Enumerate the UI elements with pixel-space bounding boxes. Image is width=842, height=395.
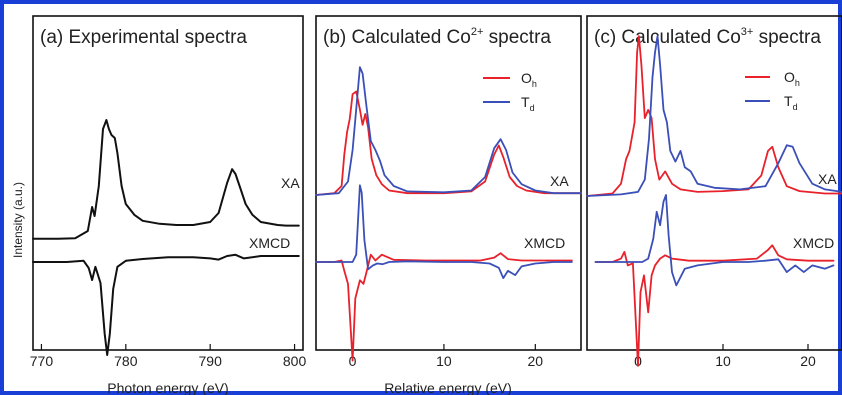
panel-c-title-main: (c) Calculated Co — [594, 27, 741, 48]
panel-a: (a) Experimental spectra XA XMCD Photon … — [30, 15, 307, 395]
panel-b-legend-td-main: T — [521, 94, 530, 110]
panel-b-series-td-xmcd — [315, 184, 573, 280]
panel-c-title-end: spectra — [753, 27, 821, 48]
panel-c-xmcd-label: XMCD — [793, 235, 834, 251]
panel-a-series-xmcd — [32, 253, 300, 356]
panel-c-series-td-xa — [586, 35, 842, 197]
panel-c-title: (c) Calculated Co3+ spectra — [594, 26, 821, 48]
panel-b-legend-oh-main: O — [521, 70, 532, 86]
panel-b-xlabel: Relative energy (eV) — [384, 380, 512, 395]
panel-c-xtick-label-2: 20 — [800, 353, 816, 369]
panel-c-series-td-xmcd — [594, 194, 835, 287]
panel-b-series-td-xa — [315, 66, 582, 196]
panel-b-plot: 0 10 20 — [315, 66, 582, 369]
panel-a-xtick-label-2: 790 — [199, 353, 223, 369]
panel-c-title-sup: 3+ — [741, 26, 754, 38]
panel-b-title-sup: 2+ — [471, 26, 484, 38]
panel-b-legend-oh: Oh — [521, 70, 537, 89]
panel-a-xtick-label-0: 770 — [30, 353, 54, 369]
panel-a-xtick-label-1: 780 — [114, 353, 138, 369]
panel-a-plot: 770 780 790 800 — [30, 119, 307, 369]
panel-c-series-oh-xa — [586, 35, 842, 197]
panel-c: (c) Calculated Co3+ spectra Oh Td XA XMC… — [586, 15, 842, 369]
panel-a-xlabel: Photon energy (eV) — [107, 380, 228, 395]
panel-c-legend-td-main: T — [784, 93, 793, 109]
panel-c-plot: 0 10 20 — [586, 35, 842, 369]
panel-a-xmcd-label: XMCD — [249, 235, 290, 251]
panel-b-xtick-label-2: 20 — [528, 353, 544, 369]
panel-c-legend-td: Td — [784, 93, 798, 112]
panel-a-series-xa — [32, 119, 300, 240]
panel-b: (b) Calculated Co2+ spectra Oh Td XA XMC… — [315, 15, 582, 395]
panel-b-legend-oh-sub: h — [532, 79, 537, 89]
panel-b-xtick-label-1: 10 — [436, 353, 452, 369]
panel-b-xa-label: XA — [550, 173, 569, 189]
panel-b-frame — [315, 15, 582, 351]
panel-c-legend-oh: Oh — [784, 69, 800, 88]
y-axis-label: Intensity (a.u.) — [11, 182, 25, 258]
panel-c-legend-td-sub: d — [793, 102, 798, 112]
panel-b-legend-td-sub: d — [530, 103, 535, 113]
panel-a-title: (a) Experimental spectra — [40, 27, 247, 48]
panel-a-frame — [32, 15, 304, 351]
panel-c-frame — [586, 15, 842, 351]
panel-c-legend-oh-main: O — [784, 69, 795, 85]
panel-a-xa-label: XA — [281, 175, 300, 191]
panel-b-xmcd-label: XMCD — [524, 235, 565, 251]
panel-c-series-oh-xmcd — [594, 244, 835, 367]
panel-b-title-end: spectra — [483, 27, 551, 48]
panel-b-series-oh-xa — [315, 90, 582, 196]
panel-b-legend-td: Td — [521, 94, 535, 113]
panel-c-legend-oh-sub: h — [795, 78, 800, 88]
panel-b-series-oh-xmcd — [315, 252, 573, 362]
panel-c-xtick-label-1: 10 — [715, 353, 731, 369]
panel-b-title: (b) Calculated Co2+ spectra — [323, 26, 551, 48]
panel-a-xtick-label-3: 800 — [283, 353, 307, 369]
panel-c-xa-label: XA — [818, 171, 837, 187]
panel-b-title-main: (b) Calculated Co — [323, 27, 471, 48]
